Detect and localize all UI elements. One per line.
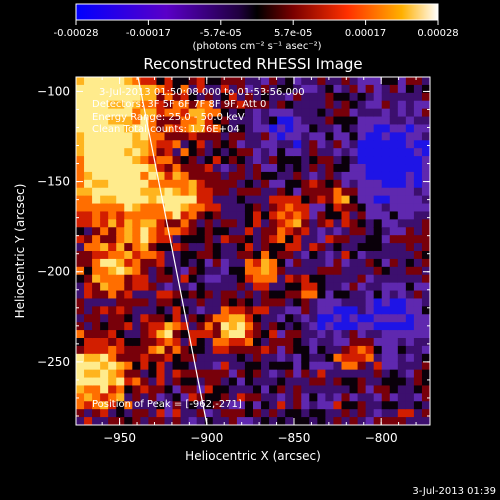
plot-frame: [75, 76, 431, 426]
y-axis-label: Heliocentric Y (arcsec): [13, 184, 27, 319]
colorbar-tick-label: 5.7e-05: [274, 28, 312, 39]
colorbar-tick-label: 0.00028: [417, 28, 458, 39]
x-tick-label: −800: [365, 431, 398, 445]
solar-limb-line: [137, 77, 208, 425]
image-annotations: 3-Jul-2013 01:50:08.000 to 01:53:56.000 …: [92, 87, 305, 410]
annotation-peak: Position of Peak = [-962,-271]: [92, 399, 242, 410]
colorbar-tick-label: -0.00017: [126, 28, 171, 39]
image-heatmap: [76, 77, 430, 425]
x-tick-label: −850: [277, 431, 310, 445]
colorbar-units: (photons cm⁻² s⁻¹ asec⁻²): [192, 41, 321, 52]
annotation-time-range: 3-Jul-2013 01:50:08.000 to 01:53:56.000: [99, 87, 305, 98]
y-tick-label: −250: [37, 355, 70, 369]
y-tick-label: −100: [37, 84, 70, 98]
x-tick-label: −950: [103, 431, 136, 445]
x-axis-label: Heliocentric X (arcsec): [185, 449, 321, 463]
colorbar-tick-label: -5.7e-05: [200, 28, 242, 39]
plot-axes: −950 −900 −850 −800 −100 −150 −200 −250: [37, 77, 430, 445]
annotation-energy: Energy Range: 25.0 - 50.0 keV: [92, 112, 245, 123]
colorbar-tick-label: 0.00017: [345, 28, 386, 39]
colorbar-gradient: [75, 3, 439, 21]
x-tick-label: −900: [190, 431, 223, 445]
annotation-detectors: Detectors: 3F 5F 6F 7F 8F 9F, Att 0: [92, 99, 266, 110]
plot-title: Reconstructed RHESSI Image: [143, 55, 362, 73]
colorbar: -0.00028 -0.00017 -5.7e-05 5.7e-05 0.00017 0.…: [54, 3, 459, 52]
annotation-algorithm: Clean Total counts: 1.76E+04: [92, 124, 240, 135]
colorbar-ticks: -0.00028 -0.00017 -5.7e-05 5.7e-05 0.00017 0.…: [54, 20, 459, 39]
y-tick-label: −150: [37, 175, 70, 189]
y-tick-label: −200: [37, 265, 70, 279]
colorbar-tick-label: -0.00028: [54, 28, 99, 39]
timestamp: 3-Jul-2013 01:39: [412, 486, 496, 497]
